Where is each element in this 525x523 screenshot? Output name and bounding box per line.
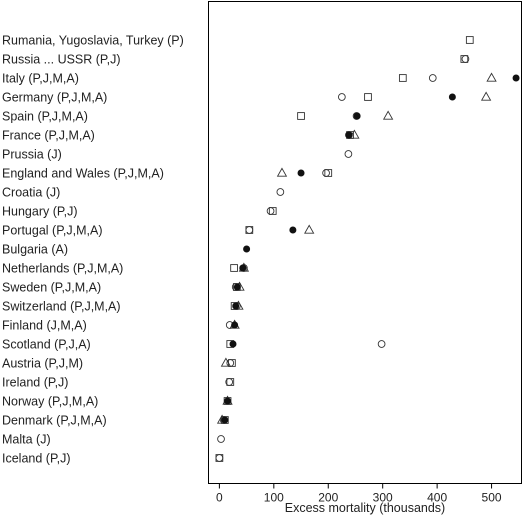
x-tick-label: 100 (264, 491, 284, 505)
open-circle-marker (217, 435, 225, 443)
filled-circle-marker (239, 264, 247, 272)
filled-circle-marker (232, 302, 240, 310)
open-circle-marker (225, 378, 234, 386)
category-label: Switzerland (P,J,M,A) (2, 300, 121, 314)
x-tick-label: 400 (427, 491, 447, 505)
category-label: Finland (J,M,A) (2, 319, 87, 333)
open-circle-marker (266, 207, 275, 215)
category-label: Italy (P,J,M,A) (2, 72, 79, 86)
x-tick-label: 0 (216, 491, 223, 505)
category-label: Netherlands (P,J,M,A) (2, 262, 123, 276)
category-label: Norway (P,J,M,A) (2, 395, 98, 409)
open-circle-marker (322, 169, 330, 177)
triangle-marker (382, 110, 394, 120)
square-marker (398, 74, 407, 82)
x-axis-title: Excess mortality (thousands) (285, 501, 445, 515)
data-markers (215, 36, 520, 462)
category-label: Austria (P,J,M) (2, 357, 83, 371)
category-label: Spain (P,J,M,A) (2, 110, 88, 124)
filled-circle-marker (345, 131, 353, 139)
category-label: Croatia (J) (2, 186, 60, 200)
filled-circle-marker (233, 283, 241, 291)
square-marker (230, 264, 238, 272)
triangle-marker (220, 357, 232, 367)
x-tick-label: 300 (373, 491, 393, 505)
x-axis-ticks: 0 100 200 300 400 500 (216, 483, 502, 505)
open-circle-marker (344, 150, 353, 158)
open-circle-marker (245, 226, 254, 234)
category-label: Russia ... USSR (P,J) (2, 53, 121, 67)
x-tick-label: 200 (318, 491, 338, 505)
filled-circle-marker (243, 245, 251, 253)
filled-circle-marker (353, 112, 361, 120)
category-label: Iceland (P,J) (2, 452, 71, 466)
category-label: Malta (J) (2, 433, 51, 447)
filled-circle-marker (448, 93, 456, 101)
filled-circle-marker (229, 340, 237, 348)
category-labels: Rumania, Yugoslavia, Turkey (P) Russia ..… (2, 34, 184, 466)
open-circle-marker (377, 340, 386, 348)
x-tick-label: 500 (482, 491, 502, 505)
triangle-marker (304, 224, 315, 234)
plot-frame (208, 1, 522, 484)
triangle-marker (276, 167, 288, 177)
category-label: Prussia (J) (2, 148, 62, 162)
square-marker (364, 93, 372, 101)
category-label: Denmark (P,J,M,A) (2, 414, 107, 428)
filled-circle-marker (512, 74, 520, 82)
filled-circle-marker (289, 226, 297, 234)
open-circle-marker (215, 454, 224, 462)
category-label: Ireland (P,J) (2, 376, 68, 390)
filled-circle-marker (297, 169, 305, 177)
category-label: Bulgaria (A) (2, 243, 68, 257)
category-label: England and Wales (P,J,M,A) (2, 167, 164, 181)
filled-circle-marker (221, 416, 229, 424)
square-marker (268, 207, 277, 215)
category-label: Hungary (P,J) (2, 205, 78, 219)
open-circle-marker (338, 93, 346, 101)
open-circle-marker (428, 74, 437, 82)
category-label: Germany (P,J,M,A) (2, 91, 107, 105)
open-circle-marker (276, 188, 285, 196)
filled-circle-marker (231, 321, 239, 329)
triangle-marker (480, 91, 492, 101)
category-label: Sweden (P,J,M,A) (2, 281, 101, 295)
category-label: Portugal (P,J,M,A) (2, 224, 103, 238)
category-label: France (P,J,M,A) (2, 129, 95, 143)
triangle-marker (486, 72, 497, 82)
square-marker (297, 112, 305, 120)
square-marker (324, 169, 333, 177)
open-circle-marker (461, 55, 470, 63)
category-label: Rumania, Yugoslavia, Turkey (P) (2, 34, 184, 48)
filled-circle-marker (224, 397, 232, 405)
square-marker (465, 36, 474, 44)
category-label: Scotland (P,J,A) (2, 338, 91, 352)
